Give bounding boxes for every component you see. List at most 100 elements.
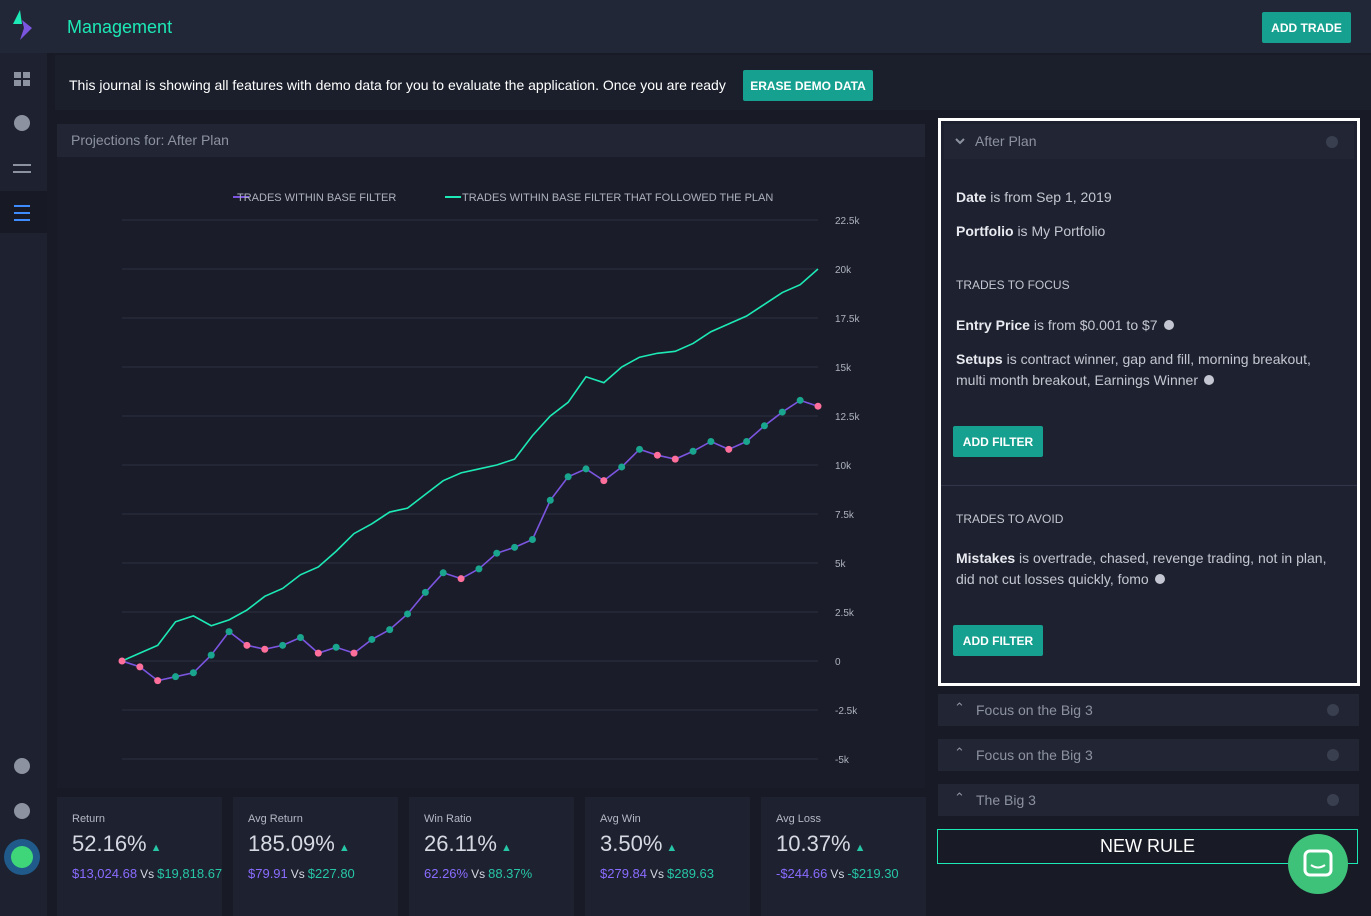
sidebar-icons [0, 72, 47, 875]
erase-demo-button[interactable]: ERASE DEMO DATA [743, 70, 873, 101]
avoid-heading: TRADES TO AVOID [956, 512, 1064, 526]
point [814, 402, 822, 410]
stat-b: $289.63 [667, 866, 715, 881]
y-tick-label: 2.5k [835, 608, 855, 619]
chat-button[interactable] [1288, 834, 1348, 894]
point [350, 649, 358, 657]
condition-text: is overtrade, chased, revenge trading, n… [956, 550, 1327, 587]
y-tick-label: -5k [835, 755, 850, 766]
stat-compare: -$244.66 Vs -$219.30 [776, 863, 912, 885]
point [332, 643, 340, 651]
chart: -5k -2.5k 0 2.5k 5k 7.5k 10k 12.5k 15k 17.5k 20k 22… [118, 192, 860, 766]
vs-label: Vs [471, 867, 486, 881]
stat-card: Return 52.16% ▲ $13,024.68 Vs $19,818.67 [57, 797, 222, 916]
add-filter-button[interactable]: ADD FILTER [953, 426, 1043, 457]
point [760, 422, 768, 430]
point [172, 673, 180, 681]
banner-text: This journal is showing all features wit… [69, 77, 726, 93]
vs-label: Vs [140, 867, 155, 881]
stat-a: -$244.66 [776, 866, 828, 881]
point [189, 669, 197, 677]
settings-icon[interactable] [1327, 749, 1339, 761]
y-tick-label: 20k [835, 265, 852, 276]
stat-a: $13,024.68 [72, 866, 138, 881]
condition-label: Setups [956, 351, 1003, 367]
stat-a: $279.84 [600, 866, 647, 881]
rule-condition: Date is from Sep 1, 2019 [956, 187, 1341, 208]
stat-b: $19,818.67 [157, 866, 223, 881]
condition-label: Date [956, 189, 987, 205]
point [118, 657, 126, 665]
chevron[interactable] [953, 134, 967, 148]
settings-icon[interactable] [1327, 704, 1339, 716]
vs-label: Vs [650, 867, 665, 881]
add-filter-button[interactable]: ADD FILTER [953, 625, 1043, 656]
point [243, 641, 251, 649]
focus-heading: TRADES TO FOCUS [956, 278, 1070, 292]
y-tick-label: 22.5k [835, 216, 860, 227]
remove-icon[interactable] [1204, 375, 1214, 385]
rule-header [944, 124, 1354, 159]
chevron: ⌃ [954, 700, 965, 715]
point [796, 396, 804, 404]
rule-name: Focus on the Big 3 [976, 747, 1093, 763]
point [564, 473, 572, 481]
stat-b: -$219.30 [847, 866, 899, 881]
point [475, 565, 483, 573]
remove-icon[interactable] [1163, 320, 1174, 330]
stat-label: Avg Loss [776, 813, 822, 825]
settings-icon[interactable] [1327, 794, 1339, 806]
y-tick-label: 7.5k [835, 510, 855, 521]
up-arrow: ▲ [150, 842, 162, 854]
point [528, 535, 536, 543]
stat-value-row: 26.11% ▲ [424, 831, 560, 857]
new-rule-button[interactable]: NEW RULE [937, 829, 1358, 864]
stat-card: Win Ratio 26.11% ▲ 62.26% Vs 88.37% [409, 797, 574, 916]
point [439, 569, 447, 577]
add-trade-button[interactable]: ADD TRADE [1262, 12, 1351, 43]
collapsed-rule[interactable]: ⌃ The Big 3 [938, 784, 1359, 816]
up-arrow: ▲ [666, 842, 678, 854]
stat-value: 52.16% [72, 831, 147, 856]
rule-condition: Entry Price is from $0.001 to $7 [956, 315, 1341, 336]
rule-condition: Setups is contract winner, gap and fill,… [956, 349, 1341, 391]
settings-icon[interactable] [1325, 135, 1339, 149]
stat-card: Avg Win 3.50% ▲ $279.84 Vs $289.63 [585, 797, 750, 916]
point [707, 437, 715, 445]
condition-text: is from $0.001 to $7 [1033, 317, 1158, 333]
chevron: ⌃ [954, 745, 965, 760]
point [546, 496, 554, 504]
point [386, 626, 394, 634]
point [279, 641, 287, 649]
banner [55, 55, 1371, 110]
remove-icon[interactable] [1154, 574, 1165, 584]
vs-label: Vs [290, 867, 305, 881]
condition-text: is contract winner, gap and fill, mornin… [956, 351, 1311, 388]
y-tick-label: 12.5k [835, 412, 860, 423]
rule-condition: Mistakes is overtrade, chased, revenge t… [956, 548, 1341, 590]
stat-label: Win Ratio [424, 813, 472, 825]
top-bar [0, 0, 1371, 53]
collapsed-rule[interactable]: ⌃ Focus on the Big 3 [938, 694, 1359, 726]
stat-compare: $13,024.68 Vs $19,818.67 [72, 863, 222, 885]
stat-label: Avg Return [248, 813, 303, 825]
point [600, 477, 608, 485]
point [689, 447, 697, 455]
stat-card: Avg Return 185.09% ▲ $79.91 Vs $227.80 [233, 797, 398, 916]
y-tick-label: 15k [835, 363, 852, 374]
collapsed-rule[interactable]: ⌃ Focus on the Big 3 [938, 739, 1359, 771]
rule-panel: After Plan TRADES TO FOCUS ADD FILTER TR… [938, 118, 1360, 686]
stat-b: $227.80 [307, 866, 355, 881]
stat-value: 10.37% [776, 831, 851, 856]
stat-a: $79.91 [248, 866, 288, 881]
stat-card: Avg Loss 10.37% ▲ -$244.66 Vs -$219.30 [761, 797, 926, 916]
divider [941, 485, 1357, 486]
point [421, 588, 429, 596]
point [457, 575, 465, 583]
point [778, 408, 786, 416]
rule-title: After Plan [975, 133, 1037, 149]
y-tick-label: 17.5k [835, 314, 860, 325]
y-tick-label: -2.5k [835, 706, 858, 717]
point [404, 610, 412, 618]
panel-title: Projections for: After Plan [57, 124, 925, 157]
